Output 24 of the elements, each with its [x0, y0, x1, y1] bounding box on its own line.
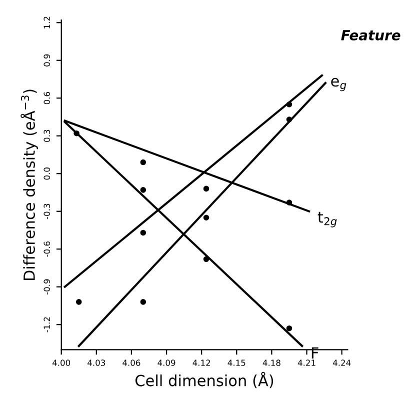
x-tick-label: 4.09	[158, 360, 176, 366]
series-label: t$_{2g}$	[318, 212, 337, 228]
x-tick-label: 4.24	[332, 360, 351, 366]
y-axis-title: Difference density (eÅ$^{−3}$)	[20, 90, 38, 280]
y-tick-label: 0.6	[44, 92, 50, 104]
y-tick-label: -0.3	[44, 204, 50, 220]
x-tick-label: 4.21	[298, 360, 316, 366]
series-label: e$_{g}$	[331, 78, 346, 92]
series-label: F	[312, 347, 318, 359]
y-tick-label: -0.6	[44, 241, 50, 257]
x-tick-label: 4.18	[262, 360, 280, 366]
annotation: Feature	[341, 30, 400, 40]
y-tick-label: -1.2	[44, 317, 50, 332]
x-tick-label: 4.06	[122, 360, 140, 366]
y-tick-label: 0.0	[44, 168, 50, 180]
x-tick-label: 4.03	[88, 360, 106, 366]
x-tick-label: 4.12	[192, 360, 210, 366]
y-tick-label: 1.2	[44, 16, 50, 28]
x-tick-label: 4.00	[52, 360, 70, 366]
y-tick-label: 0.9	[44, 54, 50, 66]
x-axis-title: Cell dimension (Å)	[135, 372, 274, 388]
y-tick-label: 0.3	[44, 130, 50, 142]
y-tick-label: -0.9	[44, 279, 50, 295]
x-tick-label: 4.15	[228, 360, 246, 366]
